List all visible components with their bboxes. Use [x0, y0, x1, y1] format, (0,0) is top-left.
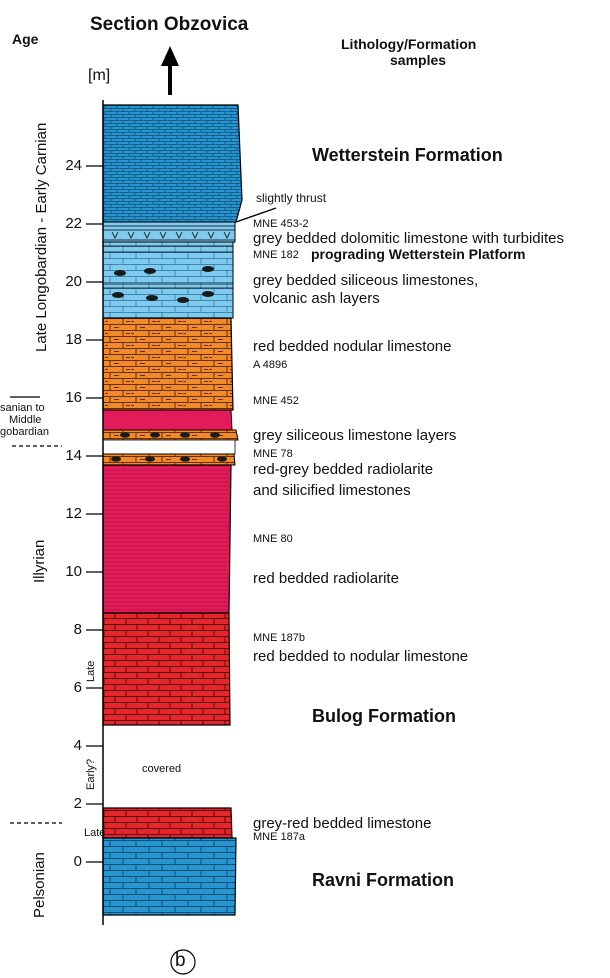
turbidite-mark: [143, 231, 151, 239]
grey-red-limestone-layer: [102, 807, 233, 839]
unit-label: [m]: [88, 67, 111, 84]
age-pelsonian: Pelsonian: [31, 852, 48, 918]
age-early-question: Early?: [85, 758, 97, 790]
orange-nodular-layer: [102, 317, 234, 411]
white-gap: [102, 439, 236, 455]
nodules-light-blue: [112, 266, 214, 303]
nodule: [146, 295, 158, 301]
note-radiolarite-1: red-grey bedded radiolarite: [253, 461, 434, 478]
sample-mne-78: MNE 78: [253, 448, 293, 460]
axis-tick-label: 16: [65, 389, 82, 406]
turbidite-mark: [223, 231, 231, 239]
age-header: Age: [12, 31, 39, 47]
turbidite-mark: [127, 231, 135, 239]
panel-label-circle: [170, 949, 196, 975]
turbidite-mark: [191, 231, 199, 239]
turbidite-mark: [111, 231, 119, 239]
wetterstein-layer: [102, 104, 243, 223]
nodule: [202, 291, 214, 297]
age-transition-line-3: gobardian: [0, 426, 49, 438]
sample-mne-187a: MNE 187a: [253, 831, 305, 843]
axis-tick-label: 14: [65, 447, 82, 464]
note-slightly-thrust: slightly thrust: [256, 191, 327, 205]
turbidite-mark: [159, 231, 167, 239]
nodule: [150, 432, 160, 438]
axis-tick-label: 2: [73, 795, 82, 812]
axis-tick-label: 10: [65, 563, 82, 580]
nodule: [114, 270, 126, 276]
axis-tick-label: 20: [65, 273, 82, 290]
axis-ticks: [86, 165, 103, 863]
nodule: [120, 432, 130, 438]
note-covered: covered: [142, 763, 182, 775]
nodule: [180, 456, 190, 462]
age-late-upper: Late: [85, 660, 97, 682]
radiolarite-layer: [102, 464, 232, 614]
nodule: [177, 297, 189, 303]
sample-mne-187b: MNE 187b: [253, 632, 305, 644]
age-transition-line-1: sanian to: [0, 402, 45, 414]
sample-mne-452: MNE 452: [253, 395, 299, 407]
axis-tick-label: 22: [65, 215, 82, 232]
turbidite-v-marks: [111, 231, 231, 239]
note-grey-red: grey-red bedded limestone: [253, 815, 432, 832]
note-grey-siliceous-layers: grey siliceous limestone layers: [253, 427, 457, 444]
axis-tick-label: 6: [73, 679, 82, 696]
axis-tick-label: 24: [65, 157, 82, 174]
note-siliceous-2: volcanic ash layers: [253, 290, 380, 307]
axis-tick-label: 4: [73, 737, 82, 754]
nodule: [145, 456, 155, 462]
age-illyrian: Illyrian: [31, 539, 48, 583]
radiolarite-nodule-band: [102, 453, 236, 466]
axis-tick-label: 12: [65, 505, 82, 522]
age-late-longobardian: Late Longobardian - Early Carnian: [33, 122, 50, 352]
axis-tick-label: 18: [65, 331, 82, 348]
note-red-nodular: red bedded nodular limestone: [253, 338, 452, 355]
note-siliceous-1: grey bedded siliceous limestones,: [253, 272, 479, 289]
nodule: [144, 268, 156, 274]
age-transition-line-2: Middle: [9, 414, 42, 426]
nodules-orange: [111, 432, 227, 462]
sample-mne-182: MNE 182: [253, 249, 299, 261]
note-red-to-nodular: red bedded to nodular limestone: [253, 648, 469, 665]
sample-a-4896: A 4896: [253, 359, 288, 371]
nodule: [202, 266, 214, 272]
lithology-title: Lithology/Formation: [341, 36, 477, 52]
age-transition-label: sanian to Middle gobardian: [0, 402, 49, 438]
note-radiolarite-2: and silicified limestones: [253, 482, 411, 499]
lithology-subtitle: samples: [390, 52, 447, 68]
sample-mne-80: MNE 80: [253, 533, 293, 545]
magenta-thin-layer: [102, 409, 233, 431]
axis-tick-label: 8: [73, 621, 82, 638]
turbidite-mark: [175, 231, 183, 239]
light-blue-layer: [102, 241, 234, 319]
note-red-radiolarite: red bedded radiolarite: [253, 570, 399, 587]
sample-mne-453-2: MNE 453-2: [253, 218, 309, 230]
formation-bulog: Bulog Formation: [312, 706, 456, 726]
formation-ravni: Ravni Formation: [312, 870, 455, 890]
panel-label: b: [175, 950, 186, 971]
section-title: Section Obzovica: [90, 14, 249, 35]
nodule: [210, 432, 220, 438]
ravni-layer: [102, 837, 237, 916]
nodule: [112, 292, 124, 298]
red-nodular-layer: [102, 612, 231, 726]
nodule: [111, 456, 121, 462]
turbidite-mark: [207, 231, 215, 239]
age-late-lower: Late: [84, 827, 106, 839]
dolomitic-band: [102, 221, 236, 243]
formation-wetterstein: Wetterstein Formation: [312, 145, 503, 165]
thrust-marker: [235, 207, 277, 223]
axis-tick-label: 0: [73, 853, 82, 870]
note-dolomitic: grey bedded dolomitic limestone with tur…: [253, 230, 564, 247]
up-arrow-head: [161, 46, 179, 66]
nodule: [217, 456, 227, 462]
note-prograding: prograding Wetterstein Platform: [311, 246, 526, 262]
nodule: [180, 432, 190, 438]
